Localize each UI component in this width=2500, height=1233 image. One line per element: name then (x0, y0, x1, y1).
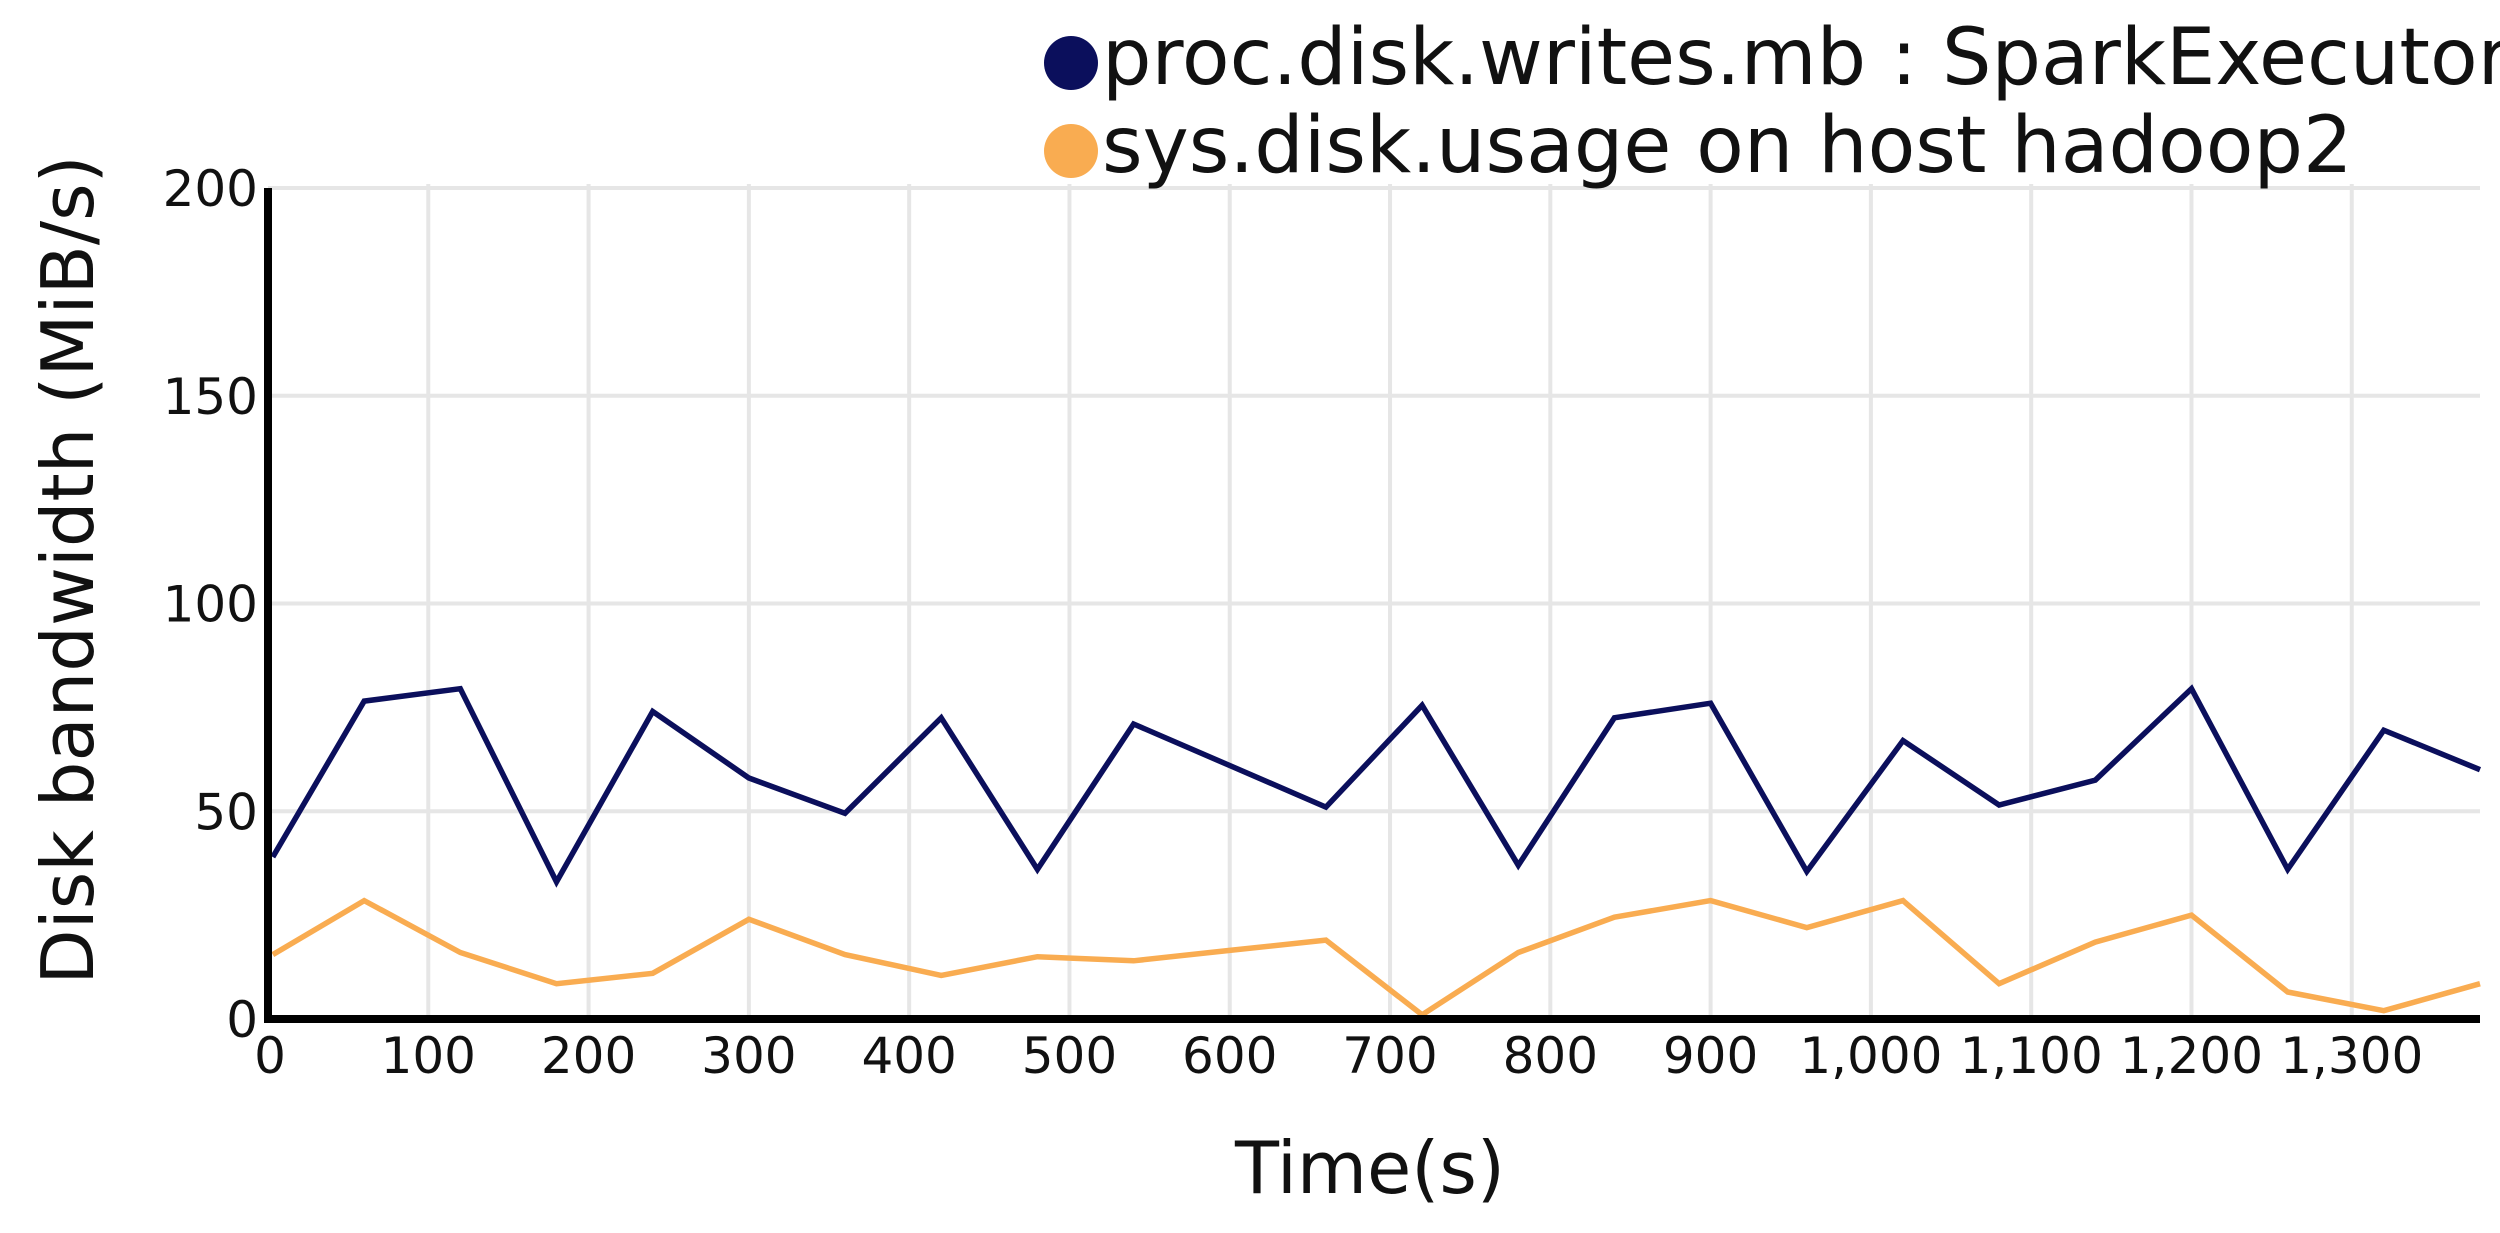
x-tick-labels: 0 100 200 300 400 500 600 700 800 900 1,000 1,100 1,… (254, 1027, 2423, 1085)
series-line-2 (271, 897, 2481, 1019)
x-tick-label: 400 (861, 1027, 956, 1085)
y-tick-label: 200 (163, 160, 258, 218)
x-axis-title: Time(s) (1234, 1126, 1505, 1210)
x-tick-label: 1,200 (2120, 1027, 2263, 1085)
y-axis-title: Disk bandwidth (MiB/s) (26, 155, 110, 985)
axes (264, 188, 2480, 1023)
x-tick-label: 300 (701, 1027, 796, 1085)
x-tick-label: 1,100 (1960, 1027, 2103, 1085)
x-tick-label: 900 (1663, 1027, 1758, 1085)
x-tick-label: 1,000 (1799, 1027, 1942, 1085)
x-tick-label: 100 (381, 1027, 476, 1085)
series-group (270, 684, 2482, 1019)
series-line-1 (270, 684, 2482, 888)
y-tick-label: 0 (226, 991, 258, 1049)
x-tick-label: 700 (1342, 1027, 1437, 1085)
legend-label-1: proc.disk.writes.mb : SparkExecutors (1102, 13, 2500, 103)
legend-label-2: sys.disk.usage on host hadoop2 (1102, 101, 2353, 191)
legend-marker-2 (1044, 124, 1098, 178)
x-tick-label: 500 (1022, 1027, 1117, 1085)
x-tick-label: 1,300 (2280, 1027, 2423, 1085)
x-tick-label: 800 (1503, 1027, 1598, 1085)
legend: proc.disk.writes.mb : SparkExecutorssys.… (1044, 13, 2500, 191)
y-tick-label: 50 (194, 783, 258, 841)
x-tick-label: 200 (541, 1027, 636, 1085)
y-tick-label: 150 (163, 368, 258, 426)
legend-marker-1 (1044, 36, 1098, 90)
grid (268, 184, 2480, 1019)
x-tick-label: 0 (254, 1027, 286, 1085)
y-tick-label: 100 (163, 576, 258, 634)
x-tick-label: 600 (1182, 1027, 1277, 1085)
y-tick-labels: 0 50 100 150 200 (163, 160, 258, 1049)
